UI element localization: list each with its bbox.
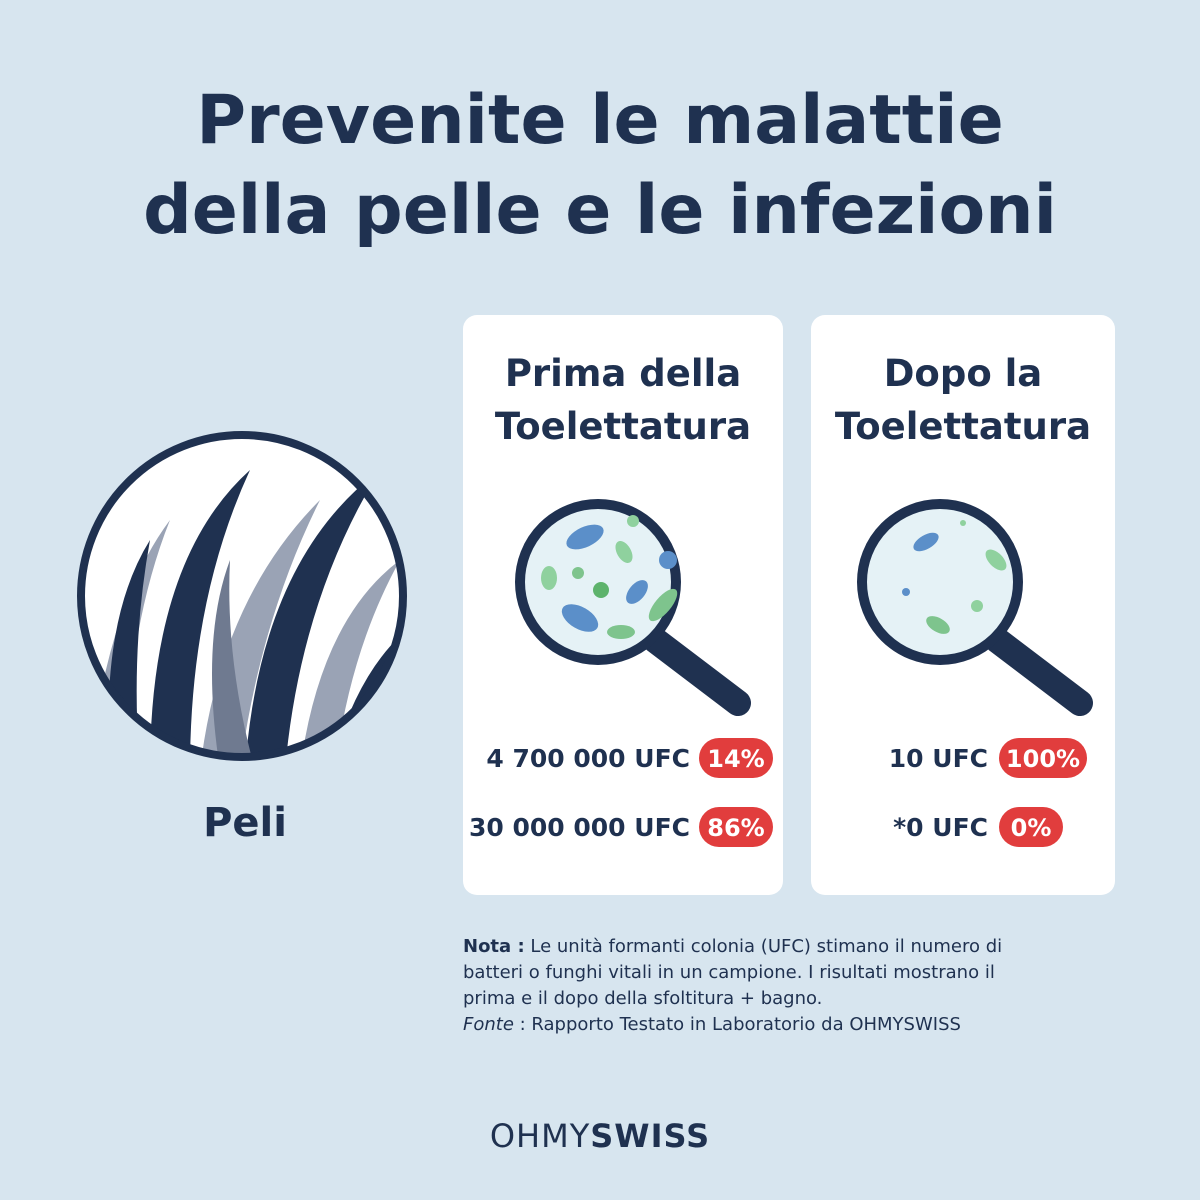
note-line: prima e il dopo della sfoltitura + bagno…: [463, 988, 822, 1009]
source-label: Fonte: [463, 1014, 514, 1035]
brand-light: OHMY: [490, 1117, 590, 1155]
amount: *0 UFC: [893, 813, 988, 842]
note-line: Nota : Le unità formanti colonia (UFC) s…: [463, 936, 1002, 957]
source-text: : Rapporto Testato in Laboratorio da OHM…: [514, 1014, 961, 1035]
brand: OHMYSWISS: [490, 1117, 710, 1155]
magnifier-icon: [515, 499, 751, 716]
badges: [699, 738, 1087, 847]
panel-heading: Dopo la: [884, 352, 1043, 395]
note-line: batteri o funghi vitali in un campione. …: [463, 962, 995, 983]
note-line: Fonte : Rapporto Testato in Laboratorio …: [463, 1014, 961, 1035]
amount: 4 700 000 UFC: [486, 744, 690, 773]
panel-heading: Prima della: [505, 352, 741, 395]
note-text: Le unità formanti colonia (UFC) stimano …: [530, 936, 1002, 957]
panel-heading: Toelettatura: [495, 405, 751, 448]
amount: 10 UFC: [889, 744, 988, 773]
panel-heading: Toelettatura: [835, 405, 1091, 448]
badge: 0%: [1011, 814, 1052, 842]
hair-label: Peli: [203, 800, 287, 846]
note-label: Nota :: [463, 936, 525, 957]
brand-bold: SWISS: [590, 1117, 710, 1155]
title-line: Prevenite le malattie: [196, 81, 1003, 160]
badge: 14%: [707, 745, 764, 773]
badge: 86%: [707, 814, 764, 842]
amount: 30 000 000 UFC: [469, 813, 690, 842]
magnifier-icon: [857, 499, 1093, 716]
badge: 100%: [1006, 745, 1080, 773]
title-line: della pelle e le infezioni: [143, 171, 1057, 250]
